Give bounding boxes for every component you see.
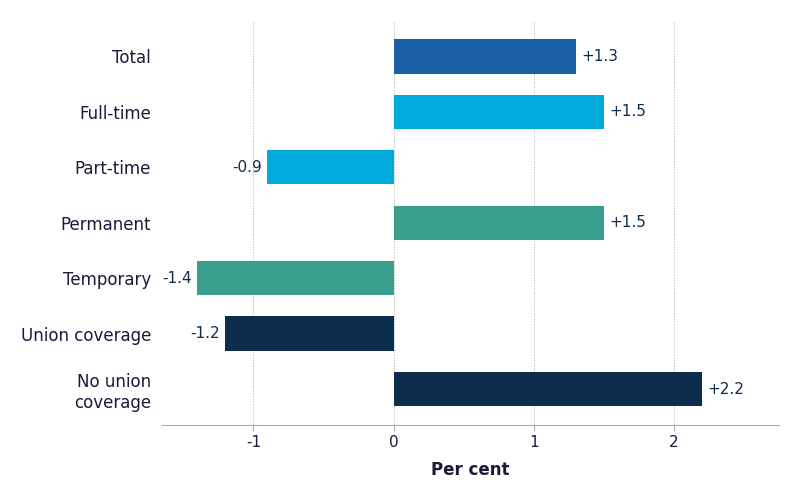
- Bar: [198, 261, 394, 296]
- Bar: [394, 372, 702, 406]
- X-axis label: Per cent: Per cent: [431, 461, 510, 479]
- Bar: [226, 316, 394, 351]
- Text: +1.3: +1.3: [582, 49, 618, 64]
- Bar: [394, 39, 576, 74]
- Text: +1.5: +1.5: [610, 215, 646, 230]
- Text: -0.9: -0.9: [232, 160, 262, 175]
- Text: +1.5: +1.5: [610, 104, 646, 120]
- Bar: [394, 206, 604, 240]
- Text: -1.2: -1.2: [190, 326, 220, 341]
- Bar: [394, 94, 604, 129]
- Text: -1.4: -1.4: [162, 270, 192, 285]
- Bar: [267, 150, 394, 184]
- Text: +2.2: +2.2: [708, 382, 745, 396]
